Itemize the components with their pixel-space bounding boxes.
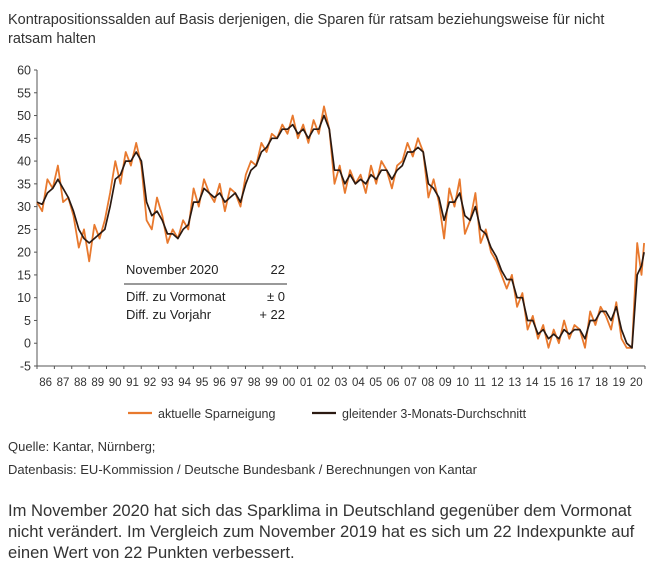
y-tick-label: 30 xyxy=(17,200,31,214)
x-tick-label: 13 xyxy=(508,377,521,389)
x-tick-label: 04 xyxy=(352,377,365,389)
info-box: November 2020 22 Diff. zu Vormonat ± 0 D… xyxy=(124,262,287,322)
info-box-label-1: November 2020 xyxy=(126,262,219,277)
y-tick-label: 60 xyxy=(17,64,31,78)
info-box-label-3: Diff. zu Vorjahr xyxy=(126,307,212,322)
x-tick-label: 14 xyxy=(526,377,539,389)
x-tick-label: 09 xyxy=(439,377,452,389)
y-tick-label: 35 xyxy=(17,177,31,191)
x-tick-label: 10 xyxy=(456,377,469,389)
chart-title: Kontrapositionssalden auf Basis derjenig… xyxy=(8,12,605,47)
x-tick-label: 87 xyxy=(57,377,70,389)
x-tick-label: 88 xyxy=(74,377,87,389)
x-tick-label: 05 xyxy=(369,377,382,389)
y-tick-label: 40 xyxy=(17,155,31,169)
y-tick-label: 20 xyxy=(17,246,31,260)
series-line-smoothed xyxy=(36,114,645,349)
y-tick-label: 0 xyxy=(24,337,31,351)
x-tick-label: 00 xyxy=(282,377,295,389)
x-tick-label: 93 xyxy=(161,377,174,389)
source-line-1: Quelle: Kantar, Nürnberg; xyxy=(8,439,156,454)
x-tick-label: 06 xyxy=(387,377,400,389)
x-tick-label: 98 xyxy=(248,377,261,389)
info-box-label-2: Diff. zu Vormonat xyxy=(126,289,226,304)
x-tick-label: 20 xyxy=(630,377,643,389)
x-tick-label: 92 xyxy=(144,377,157,389)
legend-label-smoothed: gleitender 3-Monats-Durchschnitt xyxy=(342,407,527,421)
x-tick-label: 12 xyxy=(491,377,504,389)
x-tick-label: 90 xyxy=(109,377,122,389)
y-tick-label: 25 xyxy=(17,223,31,237)
y-tick-label: 50 xyxy=(17,109,31,123)
x-tick-label: 15 xyxy=(543,377,556,389)
chart-series xyxy=(36,105,645,349)
chart-axes xyxy=(36,70,645,369)
y-tick-label: 55 xyxy=(17,86,31,100)
x-tick-label: 08 xyxy=(421,377,434,389)
y-tick-label: 45 xyxy=(17,132,31,146)
summary-text: Im November 2020 hat sich das Sparklima … xyxy=(8,501,635,562)
x-tick-label: 17 xyxy=(578,377,591,389)
info-box-value-1: 22 xyxy=(271,262,285,277)
info-box-value-3: + 22 xyxy=(259,307,285,322)
x-tick-label: 86 xyxy=(39,377,52,389)
x-tick-label: 07 xyxy=(404,377,417,389)
x-tick-label: 91 xyxy=(126,377,139,389)
x-tick-label: 99 xyxy=(265,377,278,389)
y-tick-label: 15 xyxy=(17,268,31,282)
x-tick-label: 97 xyxy=(230,377,243,389)
y-tick-label: 10 xyxy=(17,291,31,305)
x-tick-label: 89 xyxy=(91,377,104,389)
chart-legend: aktuelle Sparneigung gleitender 3-Monats… xyxy=(128,407,527,421)
source-line-2: Datenbasis: EU-Kommission / Deutsche Bun… xyxy=(8,462,477,477)
x-tick-label: 94 xyxy=(178,377,191,389)
x-tick-label: 18 xyxy=(595,377,608,389)
y-tick-label: -5 xyxy=(20,360,31,374)
x-tick-label: 95 xyxy=(196,377,209,389)
legend-label-actual: aktuelle Sparneigung xyxy=(158,407,275,421)
x-tick-label: 19 xyxy=(613,377,626,389)
y-tick-label: 5 xyxy=(24,314,31,328)
x-tick-label: 02 xyxy=(317,377,330,389)
x-tick-label: 16 xyxy=(560,377,573,389)
x-tick-label: 11 xyxy=(474,377,486,389)
x-tick-label: 96 xyxy=(213,377,226,389)
info-box-value-2: ± 0 xyxy=(267,289,285,304)
x-tick-label: 03 xyxy=(335,377,348,389)
x-axis-ticks: 86 87 88 89 90 91 92 93 94 95 96 97 98 99 00 01 02 03 04 05… xyxy=(39,366,646,389)
x-tick-label: 01 xyxy=(300,377,313,389)
